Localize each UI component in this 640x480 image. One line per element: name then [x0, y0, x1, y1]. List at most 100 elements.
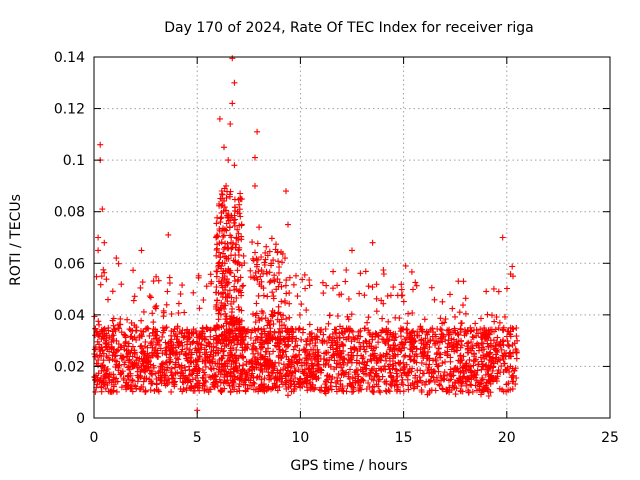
- data-point: [398, 286, 405, 293]
- data-point: [271, 272, 278, 279]
- data-point: [239, 283, 246, 290]
- data-point: [100, 266, 107, 273]
- data-point: [381, 363, 388, 370]
- data-point: [282, 299, 289, 306]
- data-point: [160, 360, 166, 367]
- data-point: [233, 346, 240, 353]
- data-point: [153, 332, 160, 339]
- data-point: [164, 377, 170, 384]
- data-point: [112, 364, 119, 371]
- data-point: [454, 366, 461, 372]
- data-point: [379, 327, 386, 334]
- data-point: [393, 388, 400, 395]
- data-point: [163, 324, 170, 331]
- data-point: [120, 375, 127, 382]
- data-point: [361, 292, 368, 299]
- data-point: [421, 345, 428, 352]
- data-point: [162, 339, 169, 346]
- data-point: [157, 364, 164, 371]
- data-point: [111, 326, 117, 333]
- data-point: [261, 375, 268, 382]
- data-point: [187, 346, 193, 353]
- data-point: [121, 346, 128, 353]
- data-point: [229, 336, 236, 343]
- data-point: [301, 271, 308, 278]
- data-point: [363, 343, 370, 350]
- data-point: [320, 290, 327, 297]
- data-point: [265, 345, 271, 352]
- data-point: [339, 341, 346, 348]
- data-point: [190, 338, 197, 345]
- data-point: [129, 378, 136, 384]
- data-point: [375, 339, 382, 346]
- data-point: [300, 346, 307, 353]
- data-point: [214, 336, 220, 343]
- data-point: [113, 348, 120, 355]
- data-point: [379, 373, 386, 380]
- data-point: [414, 379, 421, 386]
- data-point: [260, 387, 266, 394]
- data-point: [366, 383, 373, 390]
- data-point: [263, 348, 270, 355]
- data-point: [118, 384, 125, 391]
- data-point: [345, 325, 352, 332]
- data-point: [375, 332, 381, 339]
- data-point: [450, 329, 456, 336]
- data-point: [325, 320, 332, 327]
- data-point: [234, 374, 241, 381]
- data-point: [221, 385, 228, 392]
- data-point: [422, 381, 428, 388]
- data-point: [270, 321, 277, 327]
- data-point: [376, 355, 383, 362]
- data-point: [292, 368, 299, 375]
- data-point: [239, 370, 246, 377]
- data-point: [451, 384, 458, 391]
- data-point: [254, 240, 261, 247]
- data-point: [295, 366, 302, 373]
- data-point: [208, 344, 215, 350]
- data-point: [401, 353, 408, 360]
- data-point: [111, 374, 117, 381]
- data-point: [141, 375, 148, 382]
- data-point: [229, 100, 236, 107]
- data-point: [131, 350, 138, 357]
- data-point: [217, 311, 224, 318]
- data-point: [216, 307, 223, 314]
- data-point: [492, 345, 499, 352]
- data-point: [236, 206, 243, 213]
- data-point: [365, 380, 372, 386]
- data-point: [488, 357, 495, 364]
- data-point: [236, 362, 243, 369]
- data-point: [140, 378, 147, 385]
- data-point: [99, 347, 106, 354]
- data-point: [129, 376, 136, 383]
- data-point: [361, 370, 367, 377]
- data-point: [396, 315, 403, 322]
- data-point: [231, 196, 238, 203]
- data-point: [503, 333, 510, 340]
- data-point: [182, 367, 189, 374]
- data-point: [468, 373, 475, 380]
- data-point: [207, 333, 214, 340]
- data-point: [452, 391, 459, 398]
- data-point: [184, 327, 191, 334]
- data-point: [293, 272, 299, 279]
- data-point: [446, 384, 453, 391]
- data-point: [253, 310, 260, 317]
- data-point: [282, 365, 289, 372]
- data-point: [225, 157, 232, 164]
- data-point: [175, 310, 182, 316]
- data-point: [257, 273, 264, 280]
- data-point: [98, 273, 105, 280]
- data-point: [401, 363, 408, 370]
- data-point: [233, 241, 240, 248]
- data-point: [208, 280, 214, 287]
- data-point: [424, 391, 431, 398]
- data-point: [224, 240, 231, 247]
- data-point: [421, 316, 428, 323]
- data-point: [165, 340, 172, 347]
- data-point: [486, 350, 493, 357]
- data-point: [422, 335, 429, 342]
- data-point: [505, 353, 512, 360]
- data-point: [424, 331, 431, 338]
